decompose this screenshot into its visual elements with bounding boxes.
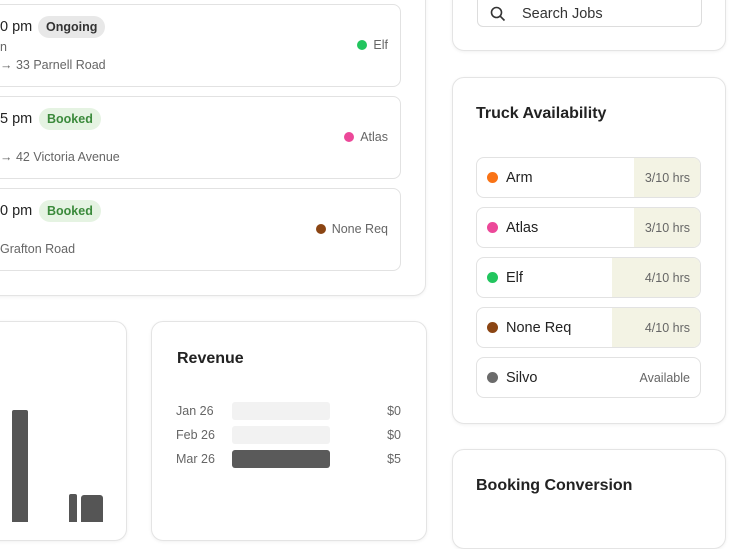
revenue-label: Jan 26 bbox=[176, 404, 214, 418]
usage-shade bbox=[612, 308, 700, 347]
job-address: → 33 Parnell Road bbox=[0, 58, 106, 72]
truck-dot bbox=[487, 372, 498, 383]
status-badge: Ongoing bbox=[38, 16, 106, 38]
job-time: 0 pm bbox=[0, 19, 33, 35]
usage-label: 3/10 hrs bbox=[644, 171, 690, 185]
search-icon bbox=[490, 6, 506, 22]
status-badge: Booked bbox=[39, 108, 101, 130]
card-title: Revenue bbox=[177, 350, 244, 367]
revenue-track bbox=[232, 402, 330, 420]
conversion-card: Booking Conversion bbox=[452, 449, 726, 549]
usage-label: 4/10 hrs bbox=[644, 271, 690, 285]
mini-chart bbox=[12, 410, 103, 522]
truck-dot bbox=[357, 40, 368, 50]
bar bbox=[81, 495, 103, 522]
usage-shade bbox=[634, 208, 700, 247]
revenue-value: $0 bbox=[387, 404, 401, 418]
truck-row: Atlas 3/10 hrs bbox=[476, 207, 701, 248]
chart-card bbox=[0, 321, 127, 541]
bar bbox=[69, 494, 77, 522]
job-time: 0 pm bbox=[0, 203, 33, 219]
job-detail: n bbox=[0, 40, 7, 54]
usage-label: Available bbox=[639, 371, 690, 385]
revenue-bar bbox=[232, 450, 330, 468]
usage-shade bbox=[634, 158, 700, 197]
truck-dot bbox=[487, 172, 498, 183]
revenue-value: $5 bbox=[387, 452, 401, 466]
truck-row: None Req 4/10 hrs bbox=[476, 307, 701, 348]
truck-name: None Req bbox=[331, 222, 388, 236]
page: Revenue Search Jobs Truck Availability B… bbox=[0, 0, 726, 549]
truck-card: Truck Availability bbox=[452, 77, 726, 424]
job-truck: Atlas bbox=[344, 130, 388, 144]
truck-label: Atlas bbox=[487, 220, 538, 236]
revenue-track bbox=[232, 426, 330, 444]
job-row[interactable]: 5 pm Booked → 42 Victoria Avenue Atlas bbox=[0, 96, 401, 179]
bar bbox=[12, 410, 28, 522]
truck-name: Atlas bbox=[506, 220, 539, 236]
job-row[interactable]: 0 pm Ongoing n → 33 Parnell Road Elf bbox=[0, 4, 401, 87]
status-badge: Booked bbox=[39, 200, 101, 222]
truck-dot bbox=[487, 222, 498, 233]
truck-name: None Req bbox=[506, 320, 572, 336]
job-row[interactable]: 0 pm Booked Grafton Road None Req bbox=[0, 188, 401, 271]
truck-row: Elf 4/10 hrs bbox=[476, 257, 701, 298]
truck-dot bbox=[487, 272, 498, 283]
usage-label: 4/10 hrs bbox=[644, 321, 690, 335]
job-time: 5 pm bbox=[0, 111, 33, 127]
truck-label: Silvo bbox=[487, 370, 537, 386]
truck-name: Arm bbox=[506, 170, 533, 186]
card-title: Booking Conversion bbox=[476, 477, 633, 494]
truck-dot bbox=[487, 322, 498, 333]
search-input[interactable]: Search Jobs bbox=[477, 0, 702, 27]
search-placeholder: Search Jobs bbox=[522, 6, 603, 22]
revenue-value: $0 bbox=[387, 428, 401, 442]
truck-row: Silvo Available bbox=[476, 357, 701, 398]
truck-name: Elf bbox=[373, 38, 388, 52]
card-title: Truck Availability bbox=[476, 105, 607, 122]
truck-name: Elf bbox=[506, 270, 523, 286]
truck-label: Arm bbox=[487, 170, 533, 186]
usage-label: 3/10 hrs bbox=[644, 221, 690, 235]
job-address: → 42 Victoria Avenue bbox=[0, 150, 120, 164]
search-card: Search Jobs bbox=[452, 0, 726, 51]
revenue-label: Mar 26 bbox=[176, 452, 215, 466]
truck-dot bbox=[344, 132, 355, 142]
jobs-card bbox=[0, 0, 426, 296]
truck-row: Arm 3/10 hrs bbox=[476, 157, 701, 198]
truck-name: Silvo bbox=[506, 370, 538, 386]
revenue-label: Feb 26 bbox=[176, 428, 215, 442]
usage-shade bbox=[612, 258, 700, 297]
job-truck: None Req bbox=[315, 222, 388, 236]
job-address: Grafton Road bbox=[0, 242, 76, 256]
truck-label: None Req bbox=[487, 320, 571, 336]
job-truck: Elf bbox=[357, 38, 388, 52]
truck-name: Atlas bbox=[360, 130, 388, 144]
truck-dot bbox=[315, 224, 326, 234]
truck-label: Elf bbox=[487, 270, 523, 286]
